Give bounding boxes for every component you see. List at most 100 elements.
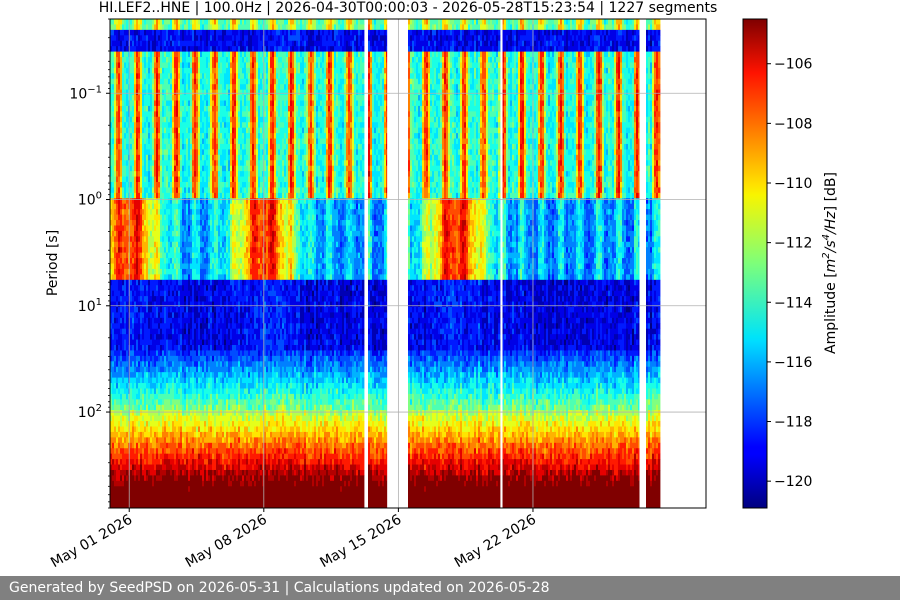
heatmap-cell <box>122 209 125 215</box>
heatmap-cell <box>192 165 195 177</box>
heatmap-cell <box>166 95 169 101</box>
heatmap-cell <box>122 296 125 319</box>
heatmap-cell <box>162 366 165 373</box>
heatmap-cell <box>132 252 135 259</box>
heatmap-cell <box>160 410 163 427</box>
heatmap-cell <box>110 73 113 80</box>
heatmap-cell <box>176 328 179 335</box>
heatmap-cell <box>118 469 121 482</box>
heatmap-cell <box>116 57 119 63</box>
heatmap-cell <box>170 258 173 264</box>
heatmap-cell <box>130 383 133 389</box>
heatmap-cell <box>192 306 195 313</box>
heatmap-cell <box>154 426 157 433</box>
heatmap-cell <box>166 89 169 96</box>
heatmap-cell <box>192 410 195 417</box>
heatmap-cell <box>188 100 191 107</box>
heatmap-cell <box>154 209 157 215</box>
heatmap-cell <box>158 19 161 25</box>
heatmap-cell <box>160 448 163 455</box>
heatmap-cell <box>164 252 167 264</box>
heatmap-cell <box>172 176 175 183</box>
heatmap-cell <box>186 426 189 433</box>
heatmap-cell <box>120 480 123 487</box>
heatmap-cell <box>182 317 185 330</box>
heatmap-cell <box>178 252 181 264</box>
heatmap-cell <box>146 171 149 177</box>
heatmap-cell <box>180 285 183 308</box>
heatmap-cell <box>178 410 181 427</box>
heatmap-cell <box>172 323 175 330</box>
heatmap-cell <box>148 19 151 31</box>
heatmap-cell <box>178 209 181 221</box>
heatmap-cell <box>134 464 137 471</box>
heatmap-cell <box>124 404 127 411</box>
heatmap-cell <box>114 40 117 47</box>
heatmap-cell <box>124 138 127 150</box>
heatmap-cell <box>182 241 185 248</box>
heatmap-cell <box>192 95 195 101</box>
heatmap-cell <box>180 431 183 444</box>
heatmap-cell <box>126 475 129 482</box>
heatmap-cell <box>152 236 155 248</box>
heatmap-cell <box>146 51 149 58</box>
heatmap-cell <box>158 57 161 69</box>
heatmap-cell <box>140 46 143 52</box>
heatmap-cell <box>176 220 179 226</box>
heatmap-cell <box>112 46 115 52</box>
heatmap-cell <box>194 350 197 362</box>
heatmap-cell <box>116 84 119 96</box>
heatmap-cell <box>144 426 147 433</box>
spectrogram-heatmap <box>110 19 661 508</box>
heatmap-cell <box>116 24 119 31</box>
heatmap-cell <box>156 19 159 31</box>
heatmap-cell <box>134 410 137 417</box>
heatmap-cell <box>118 448 121 455</box>
heatmap-cell <box>140 323 143 330</box>
heatmap-cell <box>118 345 121 357</box>
heatmap-cell <box>138 138 141 156</box>
heatmap-cell <box>132 51 135 74</box>
heatmap-cell <box>180 62 183 69</box>
heatmap-cell <box>158 437 161 455</box>
heatmap-cell <box>130 24 133 31</box>
heatmap-cell <box>154 301 157 319</box>
heatmap-cell <box>156 393 159 400</box>
heatmap-cell <box>192 51 195 58</box>
heatmap-cell <box>168 442 171 449</box>
heatmap-cell <box>122 263 125 275</box>
heatmap-cell <box>184 377 187 384</box>
heatmap-cell <box>192 404 195 411</box>
heatmap-cell <box>194 40 197 47</box>
heatmap-cell <box>112 393 115 406</box>
heatmap-cell <box>160 442 163 449</box>
heatmap-cell <box>152 252 155 259</box>
heatmap-cell <box>142 133 145 139</box>
heatmap-cell <box>184 448 187 455</box>
heatmap-cell <box>156 73 159 107</box>
heatmap-cell <box>154 339 157 351</box>
heatmap-cell <box>144 296 147 302</box>
heatmap-cell <box>184 122 187 145</box>
heatmap-cell <box>126 268 129 275</box>
heatmap-cell <box>178 393 181 400</box>
heatmap-cell <box>144 187 147 199</box>
heatmap-cell <box>126 35 129 42</box>
heatmap-cell <box>196 29 199 36</box>
heatmap-cell <box>126 133 129 145</box>
heatmap-cell <box>170 46 173 52</box>
heatmap-cell <box>124 442 127 449</box>
heatmap-cell <box>192 214 195 221</box>
heatmap-cell <box>132 29 135 36</box>
heatmap-cell <box>160 339 163 346</box>
heatmap-cell <box>142 198 145 205</box>
heatmap-cell <box>132 171 135 177</box>
heatmap-cell <box>186 133 189 139</box>
heatmap-cell <box>162 290 165 297</box>
heatmap-cell <box>140 268 143 275</box>
heatmap-cell <box>174 73 177 80</box>
heatmap-cell <box>154 225 157 232</box>
heatmap-cell <box>154 469 157 476</box>
heatmap-cell <box>180 105 183 112</box>
heatmap-cell <box>126 437 129 449</box>
